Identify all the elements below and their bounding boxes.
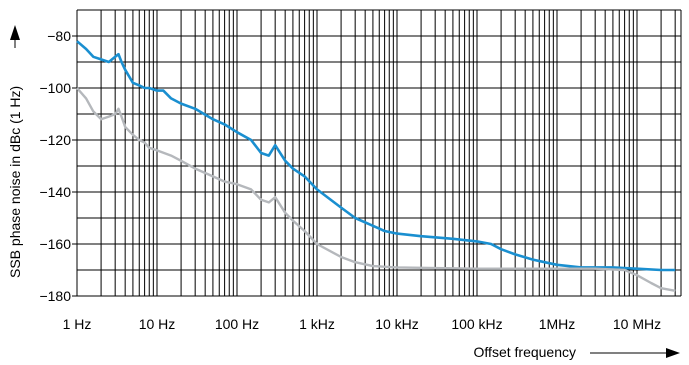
series-line-2 bbox=[76, 87, 676, 292]
y-axis-arrow bbox=[10, 25, 20, 48]
y-tick-label: −160 bbox=[39, 236, 71, 252]
x-axis-arrow bbox=[590, 348, 680, 358]
y-tick-label: −140 bbox=[39, 184, 71, 200]
y-tick-label: −180 bbox=[39, 288, 71, 304]
series-layer bbox=[76, 40, 676, 292]
x-axis-title: Offset frequency bbox=[474, 344, 576, 360]
y-tick-label: −100 bbox=[39, 80, 71, 96]
x-tick-label: 1MHz bbox=[539, 316, 576, 332]
y-tick-label: −120 bbox=[39, 132, 71, 148]
x-tick-label: 1 Hz bbox=[63, 316, 92, 332]
x-tick-label: 1 kHz bbox=[299, 316, 335, 332]
x-tick-label: 10 kHz bbox=[375, 316, 419, 332]
y-tick-labels: −80 −100 −120 −140 −160 −180 bbox=[39, 28, 71, 304]
x-tick-label: 10 Hz bbox=[139, 316, 176, 332]
y-tick-label: −80 bbox=[47, 28, 71, 44]
y-axis-title: SSB phase noise in dBc (1 Hz) bbox=[7, 86, 23, 278]
x-tick-labels: 1 Hz 10 Hz 100 Hz 1 kHz 10 kHz 100 kHz 1MHz 10 … bbox=[63, 316, 662, 332]
grid bbox=[72, 9, 682, 297]
series-line-1 bbox=[76, 40, 676, 272]
x-tick-label: 10 MHz bbox=[613, 316, 661, 332]
x-tick-label: 100 Hz bbox=[215, 316, 259, 332]
x-tick-label: 100 kHz bbox=[451, 316, 502, 332]
